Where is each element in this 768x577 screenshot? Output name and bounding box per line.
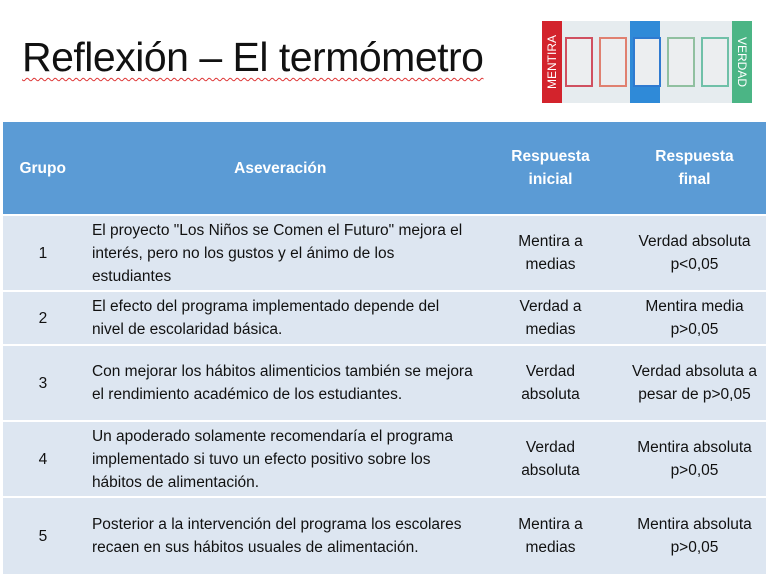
cell-aseveracion: Con mejorar los hábitos alimenticios tam… bbox=[82, 344, 478, 421]
thermometer-slot bbox=[667, 37, 695, 87]
thermometer-image: MENTIRA VERDAD bbox=[542, 21, 752, 103]
cell-grupo: 3 bbox=[3, 344, 83, 421]
cell-inicial: Verdad a medias bbox=[477, 290, 624, 345]
cell-aseveracion: El efecto del programa implementado depe… bbox=[82, 290, 478, 345]
table-row: 4 Un apoderado solamente recomendaría el … bbox=[3, 420, 766, 497]
header-respuesta-final: Respuesta final bbox=[623, 122, 767, 215]
thermometer-slot bbox=[565, 37, 593, 87]
cell-grupo: 5 bbox=[3, 496, 83, 574]
cell-aseveracion: El proyecto "Los Niños se Comen el Futur… bbox=[82, 214, 478, 291]
table-row: 1 El proyecto "Los Niños se Comen el Futu… bbox=[3, 214, 766, 291]
header-grupo: Grupo bbox=[3, 122, 84, 215]
results-table: Grupo Aseveración Respuesta inicial Resp… bbox=[3, 122, 767, 574]
slide-title: Reflexión – El termómetro bbox=[22, 34, 484, 80]
header-aseveracion: Aseveración bbox=[82, 122, 479, 215]
cell-grupo: 2 bbox=[3, 290, 83, 345]
table-row: 3 Con mejorar los hábitos alimenticios ta… bbox=[3, 344, 766, 421]
cell-aseveracion: Posterior a la intervención del programa… bbox=[82, 496, 478, 574]
thermometer-slot bbox=[633, 37, 661, 87]
cell-final: Mentira absoluta p>0,05 bbox=[623, 420, 766, 497]
cell-inicial: Mentira a medias bbox=[477, 214, 624, 291]
cell-inicial: Verdad absoluta bbox=[477, 344, 624, 421]
mentira-label: MENTIRA bbox=[542, 21, 562, 103]
cell-inicial: Verdad absoluta bbox=[477, 420, 624, 497]
cell-final: Mentira media p>0,05 bbox=[623, 290, 766, 345]
cell-grupo: 1 bbox=[3, 214, 83, 291]
cell-aseveracion: Un apoderado solamente recomendaría el p… bbox=[82, 420, 478, 497]
thermometer-slot bbox=[701, 37, 729, 87]
verdad-label: VERDAD bbox=[732, 21, 752, 103]
cell-final: Verdad absoluta p<0,05 bbox=[623, 214, 766, 291]
header-respuesta-inicial: Respuesta inicial bbox=[477, 122, 624, 215]
cell-grupo: 4 bbox=[3, 420, 83, 497]
cell-final: Mentira absoluta p>0,05 bbox=[623, 496, 766, 574]
table-row: 5 Posterior a la intervención del program… bbox=[3, 496, 766, 574]
cell-final: Verdad absoluta a pesar de p>0,05 bbox=[623, 344, 766, 421]
table-header: Grupo Aseveración Respuesta inicial Resp… bbox=[3, 122, 767, 215]
cell-inicial: Mentira a medias bbox=[477, 496, 624, 574]
thermometer-slot bbox=[599, 37, 627, 87]
table-row: 2 El efecto del programa implementado dep… bbox=[3, 290, 766, 345]
